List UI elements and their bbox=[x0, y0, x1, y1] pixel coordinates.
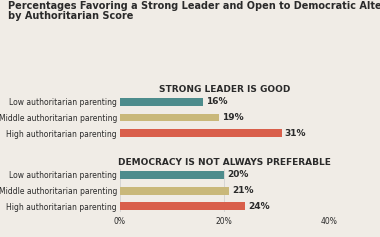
Text: 21%: 21% bbox=[233, 186, 254, 195]
Text: 24%: 24% bbox=[248, 202, 270, 211]
Title: STRONG LEADER IS GOOD: STRONG LEADER IS GOOD bbox=[158, 85, 290, 94]
Text: 19%: 19% bbox=[222, 113, 244, 122]
Title: DEMOCRACY IS NOT ALWAYS PREFERABLE: DEMOCRACY IS NOT ALWAYS PREFERABLE bbox=[118, 158, 331, 167]
Text: Percentages Favoring a Strong Leader and Open to Democratic Alternatives: Percentages Favoring a Strong Leader and… bbox=[8, 1, 380, 11]
Bar bbox=[120, 114, 219, 121]
Text: 31%: 31% bbox=[285, 129, 306, 138]
Bar bbox=[120, 98, 203, 106]
Text: 16%: 16% bbox=[206, 97, 228, 106]
Text: 20%: 20% bbox=[227, 170, 249, 179]
Bar bbox=[120, 171, 224, 179]
Bar bbox=[120, 129, 282, 137]
Bar bbox=[120, 187, 230, 195]
Text: by Authoritarian Score: by Authoritarian Score bbox=[8, 11, 133, 21]
Bar bbox=[120, 202, 245, 210]
